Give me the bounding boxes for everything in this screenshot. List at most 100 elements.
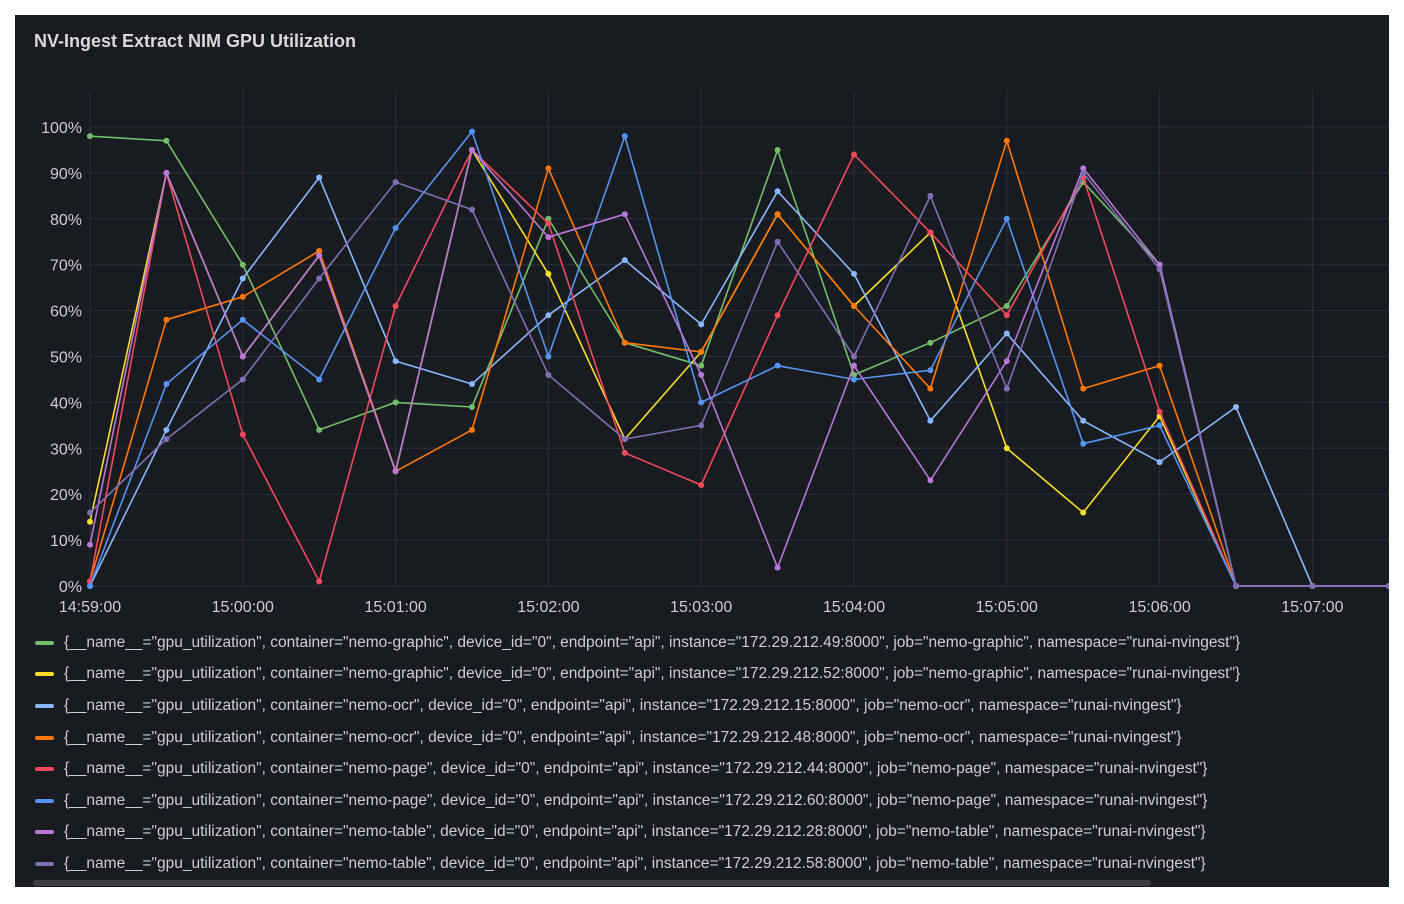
data-point <box>545 165 552 172</box>
data-point <box>1156 459 1163 466</box>
y-tick-label: 60% <box>50 304 82 321</box>
data-point <box>469 128 475 135</box>
data-point <box>774 312 781 319</box>
x-tick-label: 15:06:00 <box>1128 599 1190 615</box>
data-point <box>1080 385 1087 392</box>
data-point <box>851 303 857 310</box>
data-point <box>545 234 552 241</box>
legend-item[interactable]: {__name__="gpu_utilization", container="… <box>35 848 1389 880</box>
legend-swatch <box>35 640 54 645</box>
data-point <box>851 362 857 369</box>
y-tick-label: 20% <box>50 487 82 504</box>
legend-scrollbar[interactable] <box>33 880 1151 886</box>
series-line-7 <box>89 172 1389 587</box>
line-chart[interactable]: 0% 10% 20% 30% 40% 50% 60% 70% 80% 90% 100% 14:59:0… <box>15 15 1389 615</box>
data-point <box>316 275 323 282</box>
data-point <box>851 376 857 383</box>
data-point <box>851 270 857 277</box>
data-point <box>239 293 246 300</box>
data-point <box>927 192 934 199</box>
x-tick-label: 14:59:00 <box>59 599 121 615</box>
data-point <box>1156 266 1163 273</box>
legend-item[interactable]: {__name__="gpu_utilization", container="… <box>35 785 1389 817</box>
data-point <box>163 137 170 144</box>
y-tick-label: 70% <box>50 258 82 275</box>
x-tick-label: 15:01:00 <box>364 599 426 615</box>
data-point <box>239 275 246 282</box>
data-point <box>1080 417 1087 424</box>
legend-label: {__name__="gpu_utilization", container="… <box>64 791 1208 809</box>
data-point <box>927 339 934 346</box>
data-point <box>698 482 705 489</box>
data-point <box>545 215 552 222</box>
legend-swatch <box>35 798 54 803</box>
legend-swatch <box>35 830 54 835</box>
legend-label: {__name__="gpu_utilization", container="… <box>64 728 1182 746</box>
legend-item[interactable]: {__name__="gpu_utilization", container="… <box>35 690 1389 722</box>
panel-title: NV-Ingest Extract NIM GPU Utilization <box>34 31 357 51</box>
legend-item[interactable]: {__name__="gpu_utilization", container="… <box>35 659 1389 691</box>
data-point <box>392 303 399 310</box>
data-point <box>1156 408 1163 415</box>
data-point <box>163 316 170 323</box>
data-point <box>1003 445 1010 452</box>
x-tick-label: 15:03:00 <box>670 599 732 615</box>
data-point <box>316 252 323 259</box>
chart-panel: NV-Ingest Extract NIM GPU Utilization 0%… <box>15 15 1389 887</box>
series-line-2 <box>89 176 1389 587</box>
data-point <box>774 146 781 153</box>
series-line-5 <box>89 130 1389 587</box>
data-point <box>87 541 93 548</box>
y-tick-label: 100% <box>41 120 82 137</box>
x-tick-label: 15:05:00 <box>976 599 1038 615</box>
data-point <box>545 371 552 378</box>
data-point <box>774 211 781 218</box>
legend-item[interactable]: {__name__="gpu_utilization", container="… <box>35 753 1389 785</box>
data-point <box>621 257 628 264</box>
data-point <box>927 385 934 392</box>
data-point <box>392 468 399 475</box>
data-point <box>1003 330 1010 337</box>
data-point <box>698 422 705 429</box>
legend-item[interactable]: {__name__="gpu_utilization", container="… <box>35 627 1389 659</box>
data-point <box>851 151 857 158</box>
data-point <box>698 362 705 369</box>
x-tick-label: 15:04:00 <box>823 599 885 615</box>
data-point <box>87 583 93 589</box>
series-line-3 <box>89 140 1389 587</box>
legend-swatch <box>35 767 54 772</box>
data-point <box>698 321 705 328</box>
data-point <box>545 312 552 319</box>
legend-swatch <box>35 672 54 677</box>
data-point <box>621 133 628 140</box>
data-point <box>1003 358 1010 365</box>
data-point <box>621 211 628 218</box>
legend-item[interactable]: {__name__="gpu_utilization", container="… <box>35 817 1389 849</box>
data-point <box>621 436 628 443</box>
data-point <box>239 353 246 360</box>
data-point <box>469 381 475 388</box>
data-point <box>1385 583 1389 589</box>
data-point <box>698 371 705 378</box>
y-tick-label: 80% <box>50 212 82 229</box>
legend-swatch <box>35 703 54 708</box>
data-point <box>1003 215 1010 222</box>
data-point <box>163 381 170 388</box>
data-point <box>927 417 934 424</box>
data-point <box>392 179 399 186</box>
data-point <box>392 224 399 231</box>
data-point <box>239 316 246 323</box>
legend-label: {__name__="gpu_utilization", container="… <box>64 633 1241 651</box>
data-point <box>392 358 399 365</box>
y-tick-label: 40% <box>50 395 82 412</box>
data-point <box>1080 509 1087 516</box>
data-point <box>469 146 475 153</box>
legend-label: {__name__="gpu_utilization", container="… <box>64 665 1241 683</box>
data-point <box>774 188 781 195</box>
y-tick-label: 30% <box>50 441 82 458</box>
series-line-4 <box>89 149 1389 587</box>
legend-label: {__name__="gpu_utilization", container="… <box>64 823 1206 841</box>
data-point <box>163 426 170 433</box>
data-point <box>927 477 934 484</box>
legend-item[interactable]: {__name__="gpu_utilization", container="… <box>35 722 1389 754</box>
